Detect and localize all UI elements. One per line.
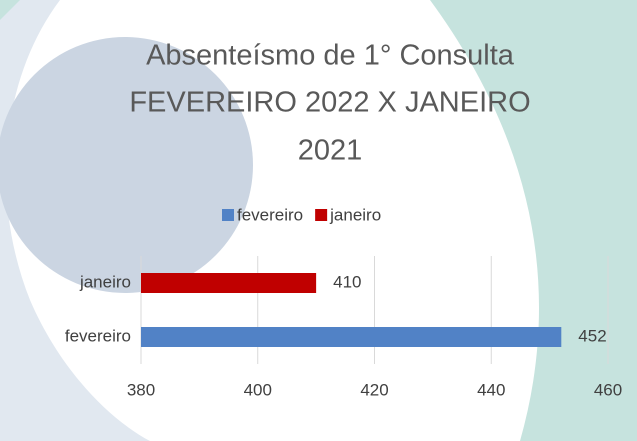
- legend-swatch: [222, 209, 234, 221]
- value-label: 410: [333, 272, 361, 291]
- chart-title: FEVEREIRO 2022 X JANEIRO: [129, 87, 530, 119]
- x-tick-label: 440: [477, 380, 505, 399]
- y-tick-label: fevereiro: [65, 326, 131, 345]
- x-tick-label: 460: [594, 380, 622, 399]
- x-tick-label: 400: [244, 380, 272, 399]
- background-band: [430, 0, 637, 441]
- background-circle: [0, 37, 253, 293]
- chart-title: 2021: [298, 135, 363, 167]
- legend-swatch: [315, 209, 328, 221]
- value-label: 452: [578, 326, 606, 345]
- x-tick-label: 420: [360, 380, 388, 399]
- chart-title: Absenteísmo de 1° Consulta: [146, 40, 515, 72]
- background-arc: [0, 0, 150, 441]
- legend-label: fevereiro: [237, 205, 303, 224]
- background-corner: [0, 0, 20, 20]
- legend-label: janeiro: [329, 205, 381, 224]
- x-tick-label: 380: [127, 380, 155, 399]
- y-tick-label: janeiro: [79, 272, 131, 291]
- bar: [141, 273, 317, 293]
- bar: [141, 327, 562, 347]
